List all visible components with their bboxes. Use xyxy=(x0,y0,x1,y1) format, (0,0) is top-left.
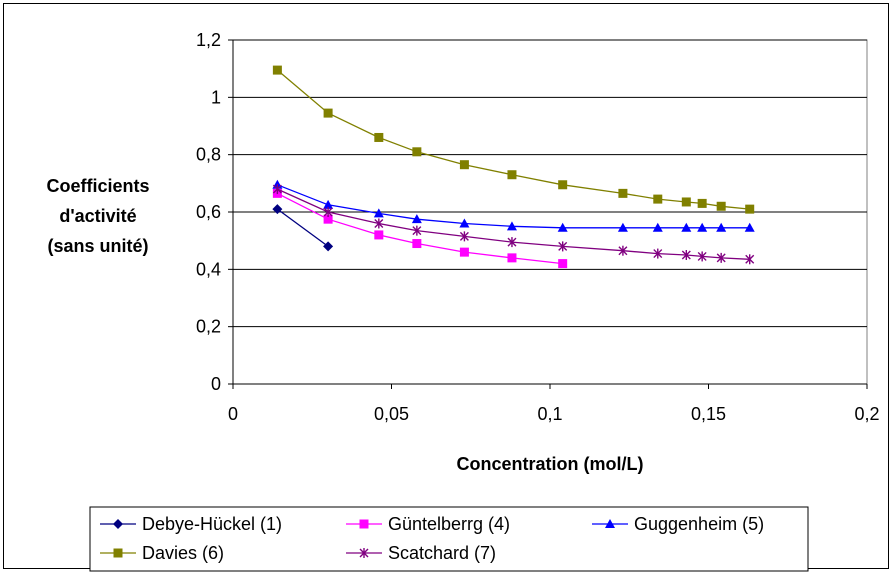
x-tick-label: 0,1 xyxy=(537,404,562,424)
data-point xyxy=(459,231,469,242)
y-axis-title: Coefficients d'activité (sans unité) xyxy=(46,176,149,256)
data-point xyxy=(506,221,517,231)
x-tick-label: 0,15 xyxy=(691,404,726,424)
data-point xyxy=(373,208,384,218)
y-tick-label: 0 xyxy=(211,374,221,394)
series-line xyxy=(277,208,329,247)
data-point xyxy=(716,201,726,211)
data-point xyxy=(412,147,422,157)
data-point xyxy=(272,184,282,195)
y-tick-label: 0,4 xyxy=(196,259,221,279)
legend-marker xyxy=(359,548,369,558)
data-point xyxy=(412,225,422,236)
data-point xyxy=(697,251,707,262)
legend-label: Güntelberrg (4) xyxy=(388,514,510,534)
legend-label: Debye-Hückel (1) xyxy=(142,514,282,534)
legend-label: Guggenheim (5) xyxy=(634,514,764,534)
legend-item-debye-h-ckel-1: Debye-Hückel (1) xyxy=(100,514,282,534)
legend-label: Davies (6) xyxy=(142,543,224,563)
data-point xyxy=(618,188,628,198)
series-g-ntelberrg-4 xyxy=(272,188,568,269)
legend-marker xyxy=(113,519,123,529)
data-point xyxy=(653,248,663,259)
legend: Debye-Hückel (1) Güntelberrg (4) Guggenhei… xyxy=(89,506,809,572)
data-point xyxy=(507,253,517,263)
data-point xyxy=(558,241,568,252)
legend-marker xyxy=(359,519,369,529)
data-point xyxy=(459,160,469,170)
y-tick-label: 0,8 xyxy=(196,145,221,165)
data-point xyxy=(681,250,691,260)
data-point xyxy=(558,259,568,269)
data-point xyxy=(272,65,282,75)
data-point xyxy=(557,222,568,232)
y-tick-label: 0,2 xyxy=(196,317,221,337)
data-point xyxy=(323,207,333,217)
legend-box xyxy=(89,506,809,572)
y-axis-title-line: d'activité xyxy=(59,206,136,226)
data-point xyxy=(374,218,384,229)
data-point xyxy=(653,194,663,204)
data-point xyxy=(323,241,334,252)
data-point xyxy=(681,222,692,232)
data-point xyxy=(744,222,755,232)
data-point xyxy=(323,108,333,118)
data-point xyxy=(697,198,707,208)
data-point xyxy=(459,247,469,257)
y-tick-label: 0,6 xyxy=(196,202,221,222)
data-point xyxy=(411,214,422,224)
data-point xyxy=(272,204,283,215)
data-point xyxy=(697,222,708,232)
legend-item-scatchard-7: Scatchard (7) xyxy=(346,543,496,563)
series-debye-h-ckel-1 xyxy=(272,204,334,252)
data-point xyxy=(558,180,568,190)
data-point xyxy=(323,199,334,209)
legend-marker xyxy=(605,519,615,528)
series-davies-6 xyxy=(272,65,755,214)
y-tick-label: 1,2 xyxy=(196,30,221,50)
x-axis-title: Concentration (mol/L) xyxy=(457,454,644,474)
data-point xyxy=(617,222,628,232)
x-tick-label: 0 xyxy=(228,404,238,424)
y-axis-title-line: Coefficients xyxy=(46,176,149,196)
data-point xyxy=(374,132,384,142)
data-point xyxy=(745,254,755,265)
data-point xyxy=(681,197,691,207)
y-tick-label: 1 xyxy=(211,87,221,107)
data-point xyxy=(745,204,755,214)
legend-label: Scatchard (7) xyxy=(388,543,496,563)
data-point xyxy=(652,222,663,232)
data-point xyxy=(459,218,470,228)
data-point xyxy=(323,214,333,224)
series-scatchard-7 xyxy=(272,184,755,265)
x-tick-label: 0,2 xyxy=(854,404,879,424)
x-tick-label: 0,05 xyxy=(374,404,409,424)
data-point xyxy=(507,170,517,180)
data-point xyxy=(618,245,628,256)
data-point xyxy=(412,239,422,249)
data-point xyxy=(374,230,384,240)
y-axis-title-line: (sans unité) xyxy=(47,236,148,256)
plot-area: 0 0,2 0,4 0,6 0,8 1 1,2 0 0,05 0,1 0,15 0,2 xyxy=(196,30,880,424)
legend-item-guggenheim-5: Guggenheim (5) xyxy=(592,514,764,534)
legend-marker xyxy=(113,548,123,558)
legend-item-g-ntelberrg-4: Güntelberrg (4) xyxy=(346,514,510,534)
data-point xyxy=(716,222,727,232)
data-point xyxy=(716,252,726,263)
legend-item-davies-6: Davies (6) xyxy=(100,543,224,563)
data-point xyxy=(507,237,517,248)
